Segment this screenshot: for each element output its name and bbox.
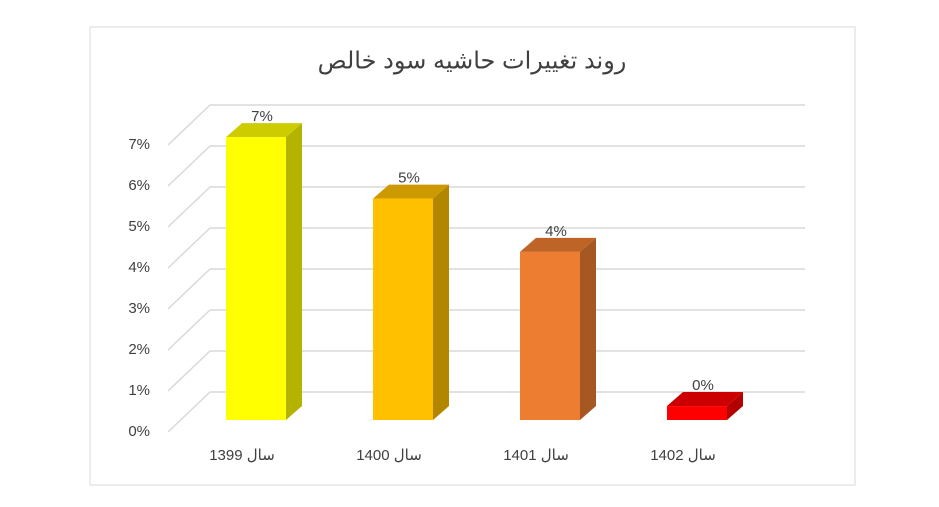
grid-line bbox=[167, 186, 211, 228]
value-label: 5% bbox=[398, 170, 420, 187]
bar-side bbox=[580, 237, 596, 420]
bar-top bbox=[667, 392, 743, 407]
bar-side bbox=[433, 184, 449, 420]
grid-line bbox=[167, 104, 211, 146]
bar-top bbox=[520, 237, 596, 252]
bar-top bbox=[226, 123, 302, 138]
bar-side bbox=[286, 123, 302, 420]
y-tick-label: 6% bbox=[128, 177, 150, 194]
grid-line bbox=[167, 145, 211, 187]
x-tick-label: سال 1400 bbox=[356, 447, 422, 464]
chart-title: روند تغییرات حاشیه سود خالص bbox=[318, 47, 627, 74]
x-tick-label: سال 1399 bbox=[209, 447, 275, 464]
value-label: 4% bbox=[545, 223, 567, 240]
y-tick-label: 7% bbox=[128, 136, 150, 153]
bar bbox=[226, 137, 286, 420]
bar bbox=[373, 198, 433, 420]
y-tick-label: 0% bbox=[128, 423, 150, 440]
y-tick-label: 4% bbox=[128, 259, 150, 276]
grid-line bbox=[167, 268, 211, 310]
grid-line bbox=[167, 350, 211, 392]
y-tick-label: 3% bbox=[128, 300, 150, 317]
x-tick-label: سال 1401 bbox=[503, 447, 569, 464]
y-tick-label: 1% bbox=[128, 382, 150, 399]
grid-line bbox=[167, 391, 211, 433]
value-label: 7% bbox=[251, 108, 273, 125]
x-tick-label: سال 1402 bbox=[650, 447, 716, 464]
bar bbox=[520, 251, 580, 420]
value-label: 0% bbox=[692, 377, 714, 394]
bar-side bbox=[727, 392, 743, 420]
y-tick-label: 2% bbox=[128, 341, 150, 358]
bar-top bbox=[373, 184, 449, 199]
grid-line bbox=[167, 227, 211, 269]
y-tick-label: 5% bbox=[128, 218, 150, 235]
bar bbox=[667, 406, 727, 420]
grid-line bbox=[167, 309, 211, 351]
chart-frame bbox=[89, 26, 856, 486]
